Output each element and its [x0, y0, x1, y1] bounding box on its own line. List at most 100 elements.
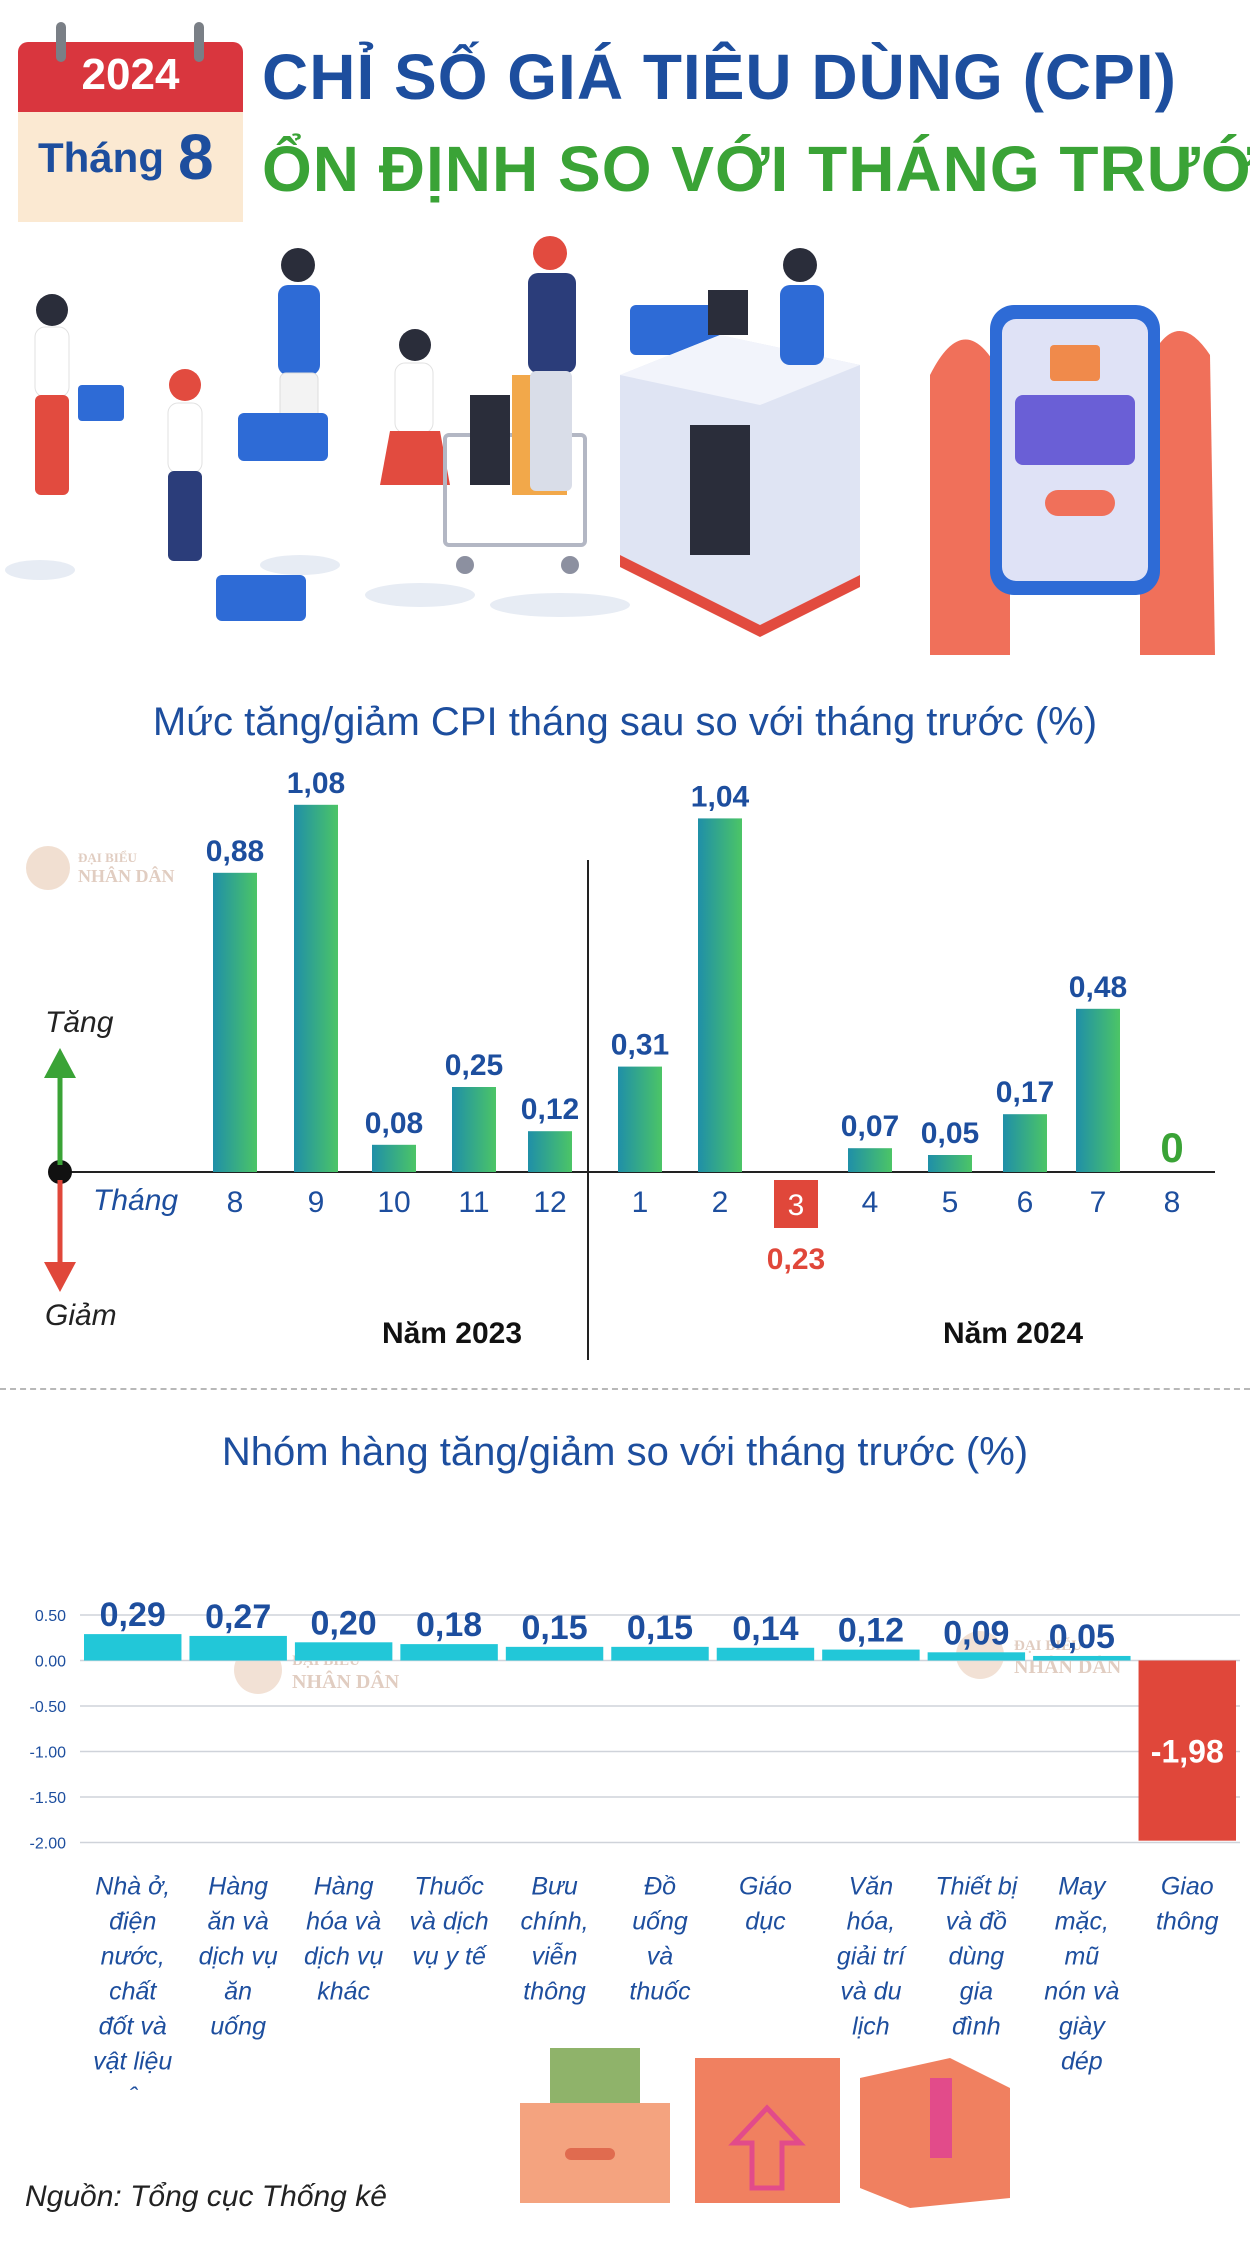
box-icon: [520, 2048, 670, 2203]
calendar-top: [18, 42, 243, 112]
up-arrow-icon: [44, 1048, 76, 1078]
category-label: Hàng: [314, 1873, 374, 1901]
category-label: thuốc: [629, 1978, 691, 2006]
category-label: Văn: [849, 1873, 893, 1901]
shopper-icon: [528, 236, 720, 491]
month-tick-label: 4: [862, 1186, 879, 1219]
group-bar-4: [505, 1646, 604, 1661]
category-label: và đồ: [946, 1908, 1007, 1936]
group-bar-9: [1033, 1655, 1131, 1661]
category-label: ăn và: [208, 1908, 269, 1936]
checkout-counter-icon: [620, 290, 860, 637]
data-label: 0,15: [521, 1609, 587, 1647]
category-label: điện: [109, 1908, 156, 1936]
data-label: 0,18: [416, 1606, 482, 1644]
data-label: 0,23: [767, 1243, 825, 1276]
category-label: nón và: [1044, 1978, 1119, 2006]
down-label: Giảm: [45, 1299, 117, 1332]
category-label: mũ: [1064, 1943, 1099, 1971]
category-label: đình: [952, 2013, 1001, 2041]
box-icon: [860, 2058, 1010, 2208]
category-label: giải trí: [837, 1943, 907, 1971]
data-label: 0,09: [943, 1614, 1009, 1652]
calendar-ring-icon: [194, 22, 204, 62]
data-label: 0,15: [627, 1609, 693, 1647]
data-label: 0,29: [100, 1596, 166, 1634]
calendar-bottom: [18, 112, 243, 222]
watermark-text: NHÂN DÂN: [78, 865, 175, 886]
category-label: xây: [112, 2083, 153, 2091]
calendar-month-label: Tháng: [38, 134, 164, 181]
category-label: giày: [1059, 2013, 1106, 2041]
month-tick-label: 7: [1090, 1186, 1107, 1219]
category-label: gia: [960, 1978, 993, 2006]
category-label: hóa,: [847, 1908, 896, 1936]
calendar-month-number: 8: [178, 121, 214, 193]
category-label: lịch: [852, 2013, 890, 2041]
y-tick-label: -1.00: [30, 1745, 67, 1762]
category-label: và du: [840, 1978, 901, 2006]
group-label-2023: Năm 2023: [382, 1317, 522, 1350]
month-tick-label: 10: [377, 1186, 410, 1219]
chart1-title: Mức tăng/giảm CPI tháng sau so với tháng…: [152, 700, 1098, 744]
month-tick-label: 3: [788, 1189, 805, 1222]
data-label: 0,12: [521, 1093, 579, 1126]
page-title-line1: CHỈ SỐ GIÁ TIÊU DÙNG (CPI): [262, 41, 1177, 113]
group-bar-7: [822, 1649, 920, 1661]
calendar-ring-icon: [56, 22, 66, 62]
shopping-illustration: [5, 236, 1215, 655]
data-label: 0,25: [445, 1049, 503, 1082]
category-label: thông: [1156, 1908, 1219, 1936]
watermark-text: NHÂN DÂN: [292, 1669, 400, 1693]
category-label: Bưu: [531, 1873, 578, 1901]
bar-10: [1003, 1114, 1047, 1172]
category-label: viễn: [532, 1942, 578, 1971]
watermark-logo: ĐẠI BIỂU NHÂN DÂN: [26, 846, 175, 890]
data-label: 0,17: [996, 1076, 1054, 1109]
chart1-cpi-monthly: ĐẠI BIỂU NHÂN DÂN Tăng Giảm Tháng Năm 20…: [26, 770, 1215, 1360]
month-tick-label: 2: [712, 1186, 729, 1219]
month-tick-label: 1: [632, 1186, 649, 1219]
watermark-text: ĐẠI BIỂU: [78, 850, 137, 865]
group-bar-10: [1138, 1660, 1236, 1841]
y-tick-label: -0.50: [30, 1699, 67, 1716]
data-label: 0,31: [611, 1029, 669, 1062]
category-label: đốt và: [99, 2013, 167, 2041]
calendar-year: 2024: [81, 50, 180, 99]
data-label: 0,20: [311, 1604, 377, 1642]
category-label: nước,: [101, 1943, 165, 1971]
bar-3: [452, 1087, 496, 1172]
calendar-badge: 2024 Tháng 8: [18, 22, 243, 222]
category-label: dịch vụ: [304, 1943, 383, 1971]
source-note: Nguồn: Tổng cục Thống kê: [25, 2180, 387, 2213]
bar-4: [528, 1131, 572, 1172]
mobile-payment-icon: [930, 305, 1215, 655]
category-label: Giao: [1161, 1873, 1214, 1901]
category-label: uống: [632, 1908, 688, 1936]
bar-9: [928, 1155, 972, 1172]
chart2-groups: ĐẠI BIỂU NHÂN DÂN ĐẠI BIỂU NHÂN DÂN 0.50…: [30, 1596, 1240, 2091]
month-tick-label: 5: [942, 1186, 959, 1219]
category-label: dịch vụ: [199, 1943, 278, 1971]
group-bar-2: [294, 1642, 393, 1661]
group-bar-8: [927, 1652, 1026, 1661]
month-tick-label: 12: [533, 1186, 566, 1219]
category-label: dục: [745, 1908, 786, 1936]
month-tick-label: 8: [227, 1186, 244, 1219]
category-label: Thiết bị: [935, 1873, 1018, 1901]
watermark-text: ĐẠI BIỂU: [1014, 1636, 1082, 1654]
data-label: 0,88: [206, 835, 264, 868]
y-tick-label: 0.00: [35, 1654, 66, 1671]
month-tick-label: 8: [1164, 1186, 1181, 1219]
category-label: thông: [523, 1978, 586, 2006]
y-tick-label: -1.50: [30, 1790, 67, 1807]
box-icon: [695, 2058, 840, 2203]
chart2-title: Nhóm hàng tăng/giảm so với tháng trước (…: [221, 1430, 1029, 1474]
data-label: 0: [1160, 1124, 1183, 1171]
category-label: mặc,: [1055, 1908, 1109, 1936]
category-label: khác: [317, 1978, 370, 2006]
data-label: 0,48: [1069, 971, 1127, 1004]
bar-0: [213, 872, 257, 1172]
month-tick-label: 11: [458, 1186, 489, 1219]
data-label: -1,98: [1151, 1734, 1224, 1770]
